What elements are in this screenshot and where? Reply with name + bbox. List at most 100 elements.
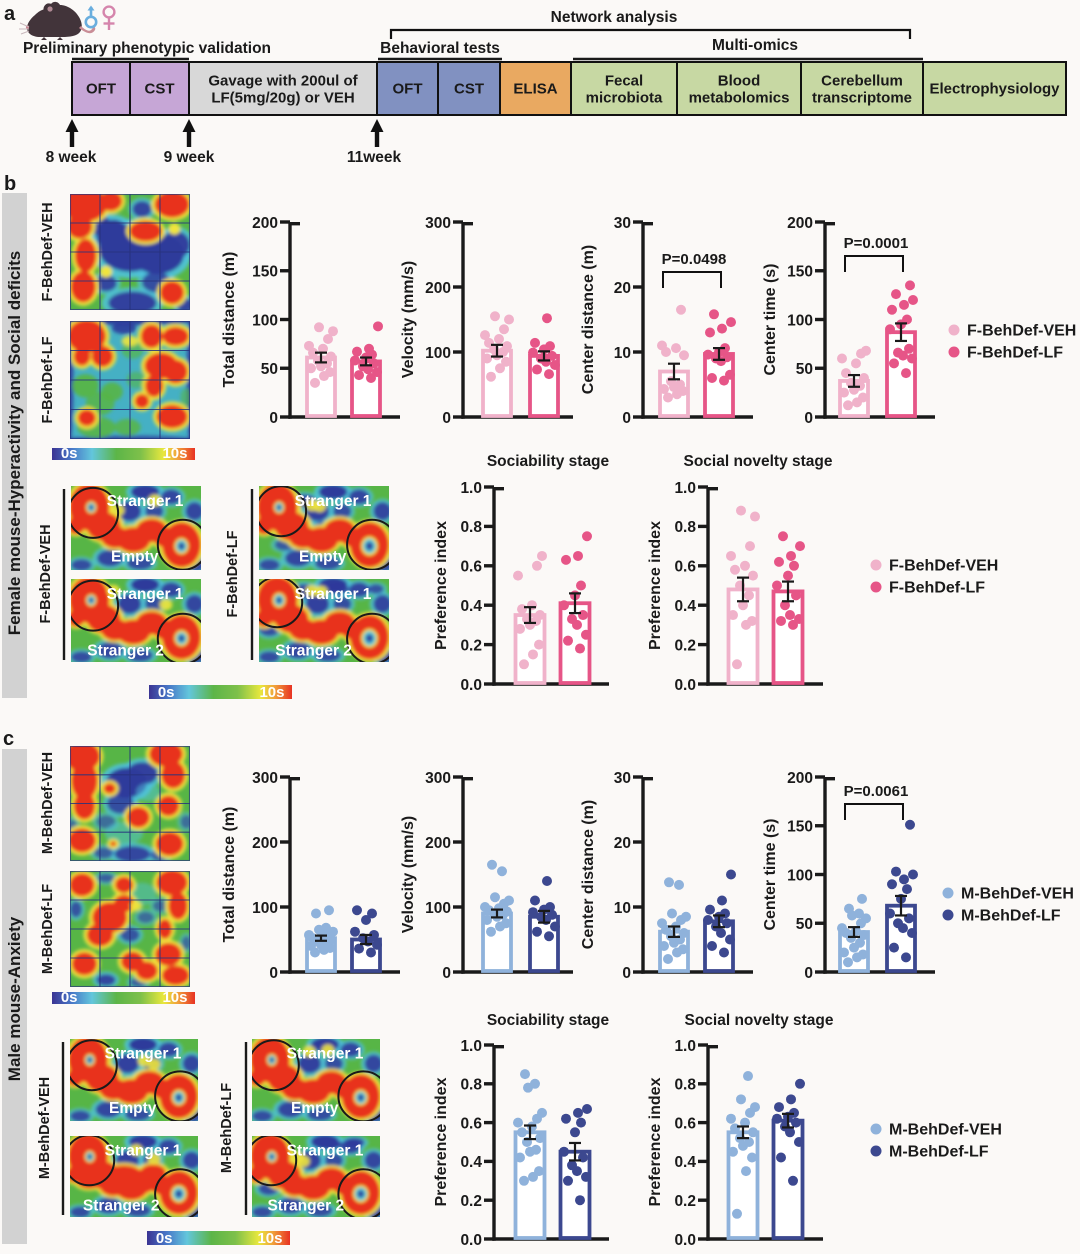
svg-text:LF(5mg/20g) or VEH: LF(5mg/20g) or VEH (211, 90, 354, 107)
svg-text:Electrophysiology: Electrophysiology (929, 81, 1060, 98)
svg-text:1.0: 1.0 (674, 1038, 696, 1055)
svg-text:0: 0 (442, 965, 451, 982)
svg-text:50: 50 (796, 361, 813, 378)
svg-text:Stranger 2: Stranger 2 (83, 1198, 160, 1215)
svg-text:microbiota: microbiota (586, 90, 663, 107)
svg-text:100: 100 (425, 900, 451, 917)
svg-text:0s: 0s (61, 989, 78, 1006)
svg-text:0.8: 0.8 (674, 519, 696, 536)
svg-text:0.2: 0.2 (674, 1193, 696, 1210)
svg-text:150: 150 (252, 264, 278, 281)
svg-text:OFT: OFT (393, 81, 423, 98)
svg-text:200: 200 (252, 215, 278, 232)
svg-text:300: 300 (425, 215, 451, 232)
svg-text:P=0.0061: P=0.0061 (844, 783, 909, 800)
svg-text:Preference index: Preference index (647, 1077, 664, 1206)
svg-text:transcriptome: transcriptome (812, 90, 912, 107)
svg-text:Center time (s): Center time (s) (762, 263, 779, 375)
svg-text:20: 20 (614, 835, 631, 852)
svg-text:M-BehDef-VEH: M-BehDef-VEH (40, 752, 56, 854)
svg-text:100: 100 (787, 312, 813, 329)
svg-text:0.4: 0.4 (674, 598, 696, 615)
svg-text:Stranger 2: Stranger 2 (87, 642, 164, 659)
svg-text:Network analysis: Network analysis (551, 9, 678, 26)
svg-text:0s: 0s (158, 684, 175, 701)
svg-text:10s: 10s (259, 684, 284, 701)
svg-text:F-BehDef-LF: F-BehDef-LF (40, 336, 56, 423)
svg-text:0: 0 (804, 965, 813, 982)
svg-text:1.0: 1.0 (460, 1038, 482, 1055)
svg-text:Empty: Empty (299, 549, 347, 566)
svg-text:200: 200 (425, 835, 451, 852)
svg-text:0.4: 0.4 (674, 1154, 696, 1171)
svg-text:Sociability stage: Sociability stage (487, 453, 610, 470)
svg-text:Center distance (m): Center distance (m) (580, 800, 597, 949)
svg-text:0.4: 0.4 (460, 1154, 482, 1171)
svg-text:Female mouse-Hyperactivity and: Female mouse-Hyperactivity and Social de… (5, 251, 24, 636)
svg-text:200: 200 (252, 835, 278, 852)
svg-text:Stranger 1: Stranger 1 (295, 586, 372, 603)
svg-text:11week: 11week (347, 149, 402, 166)
svg-text:CST: CST (454, 81, 484, 98)
svg-text:0.6: 0.6 (674, 1115, 696, 1132)
svg-text:1.0: 1.0 (460, 480, 482, 497)
svg-text:Stranger 1: Stranger 1 (295, 493, 372, 510)
svg-text:Sociability stage: Sociability stage (487, 1012, 610, 1029)
svg-text:a: a (4, 3, 16, 25)
svg-text:0.0: 0.0 (674, 1232, 696, 1249)
svg-text:0s: 0s (61, 445, 78, 462)
svg-text:9 week: 9 week (164, 149, 215, 166)
svg-text:M-BehDef-VEH: M-BehDef-VEH (961, 886, 1074, 903)
svg-text:0.2: 0.2 (674, 637, 696, 654)
svg-text:0.0: 0.0 (460, 1232, 482, 1249)
svg-text:0.6: 0.6 (460, 559, 482, 576)
svg-text:150: 150 (787, 819, 813, 836)
svg-text:CST: CST (145, 81, 175, 98)
svg-text:Cerebellum: Cerebellum (821, 73, 903, 90)
svg-text:Total distance (m): Total distance (m) (221, 807, 238, 943)
svg-text:100: 100 (252, 900, 278, 917)
svg-text:Stranger 1: Stranger 1 (107, 586, 184, 603)
svg-text:100: 100 (787, 867, 813, 884)
svg-text:c: c (3, 728, 14, 750)
svg-text:F-BehDef-LF: F-BehDef-LF (889, 580, 985, 597)
svg-text:Preference index: Preference index (647, 521, 664, 650)
svg-text:20: 20 (614, 280, 631, 297)
svg-text:10: 10 (614, 345, 631, 362)
svg-text:M-BehDef-VEH: M-BehDef-VEH (37, 1077, 53, 1179)
svg-text:0.8: 0.8 (674, 1077, 696, 1094)
svg-text:metabolomics: metabolomics (689, 90, 790, 107)
svg-text:OFT: OFT (86, 81, 116, 98)
svg-text:Stranger 2: Stranger 2 (275, 642, 352, 659)
svg-text:Social novelty stage: Social novelty stage (683, 453, 832, 470)
svg-text:Center time (s): Center time (s) (762, 818, 779, 930)
svg-text:0.6: 0.6 (460, 1115, 482, 1132)
svg-text:Velocity (mm/s): Velocity (mm/s) (400, 816, 417, 933)
svg-text:Blood: Blood (718, 73, 761, 90)
svg-text:M-BehDef-VEH: M-BehDef-VEH (889, 1122, 1002, 1139)
svg-text:Preliminary phenotypic validat: Preliminary phenotypic validation (23, 40, 271, 57)
svg-text:Center distance (m): Center distance (m) (580, 245, 597, 394)
svg-text:M-BehDef-LF: M-BehDef-LF (889, 1144, 989, 1161)
svg-text:F-BehDef-VEH: F-BehDef-VEH (40, 202, 56, 301)
svg-text:30: 30 (614, 770, 631, 787)
svg-text:Preference index: Preference index (433, 1077, 450, 1206)
svg-text:0: 0 (269, 965, 278, 982)
svg-text:Stranger 1: Stranger 1 (287, 1142, 364, 1159)
svg-text:Velocity (mm/s): Velocity (mm/s) (400, 261, 417, 378)
svg-text:Total distance (m): Total distance (m) (221, 252, 238, 388)
svg-text:P=0.0498: P=0.0498 (662, 251, 727, 268)
svg-text:P=0.0001: P=0.0001 (844, 235, 909, 252)
svg-text:200: 200 (425, 280, 451, 297)
svg-text:Social novelty stage: Social novelty stage (684, 1012, 833, 1029)
svg-text:0.2: 0.2 (460, 1193, 482, 1210)
svg-text:Preference index: Preference index (433, 521, 450, 650)
svg-text:b: b (4, 173, 16, 195)
svg-text:F-BehDef-VEH: F-BehDef-VEH (967, 323, 1076, 340)
svg-text:M-BehDef-LF: M-BehDef-LF (40, 884, 56, 974)
svg-text:Stranger 1: Stranger 1 (107, 493, 184, 510)
svg-text:1.0: 1.0 (674, 480, 696, 497)
svg-text:M-BehDef-LF: M-BehDef-LF (219, 1083, 235, 1173)
svg-text:0s: 0s (156, 1230, 173, 1247)
svg-text:Empty: Empty (291, 1100, 339, 1117)
